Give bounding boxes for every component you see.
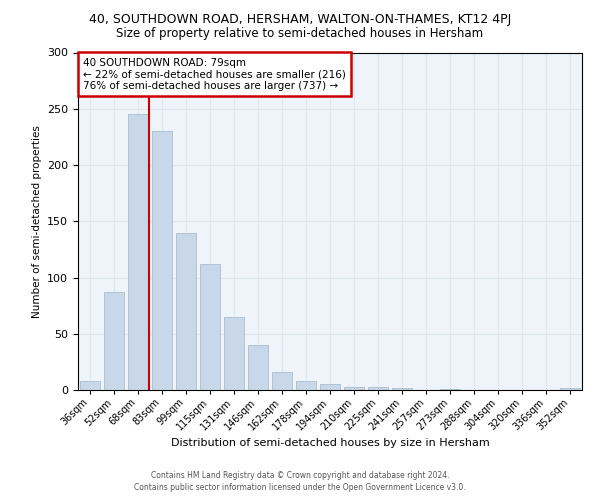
Bar [344, 386, 364, 390]
Bar [368, 386, 388, 390]
Text: 40, SOUTHDOWN ROAD, HERSHAM, WALTON-ON-THAMES, KT12 4PJ: 40, SOUTHDOWN ROAD, HERSHAM, WALTON-ON-T… [89, 12, 511, 26]
Bar [104, 292, 124, 390]
Bar [128, 114, 148, 390]
Text: 40 SOUTHDOWN ROAD: 79sqm
← 22% of semi-detached houses are smaller (216)
76% of : 40 SOUTHDOWN ROAD: 79sqm ← 22% of semi-d… [83, 58, 346, 91]
Bar [392, 388, 412, 390]
Bar [176, 232, 196, 390]
X-axis label: Distribution of semi-detached houses by size in Hersham: Distribution of semi-detached houses by … [170, 438, 490, 448]
Bar [296, 381, 316, 390]
Bar [224, 317, 244, 390]
Bar [80, 381, 100, 390]
Text: Size of property relative to semi-detached houses in Hersham: Size of property relative to semi-detach… [116, 28, 484, 40]
Bar [248, 345, 268, 390]
Text: Contains HM Land Registry data © Crown copyright and database right 2024.
Contai: Contains HM Land Registry data © Crown c… [134, 471, 466, 492]
Bar [320, 384, 340, 390]
Bar [152, 131, 172, 390]
Bar [200, 264, 220, 390]
Bar [272, 372, 292, 390]
Y-axis label: Number of semi-detached properties: Number of semi-detached properties [32, 125, 41, 318]
Bar [560, 388, 580, 390]
Bar [440, 389, 460, 390]
